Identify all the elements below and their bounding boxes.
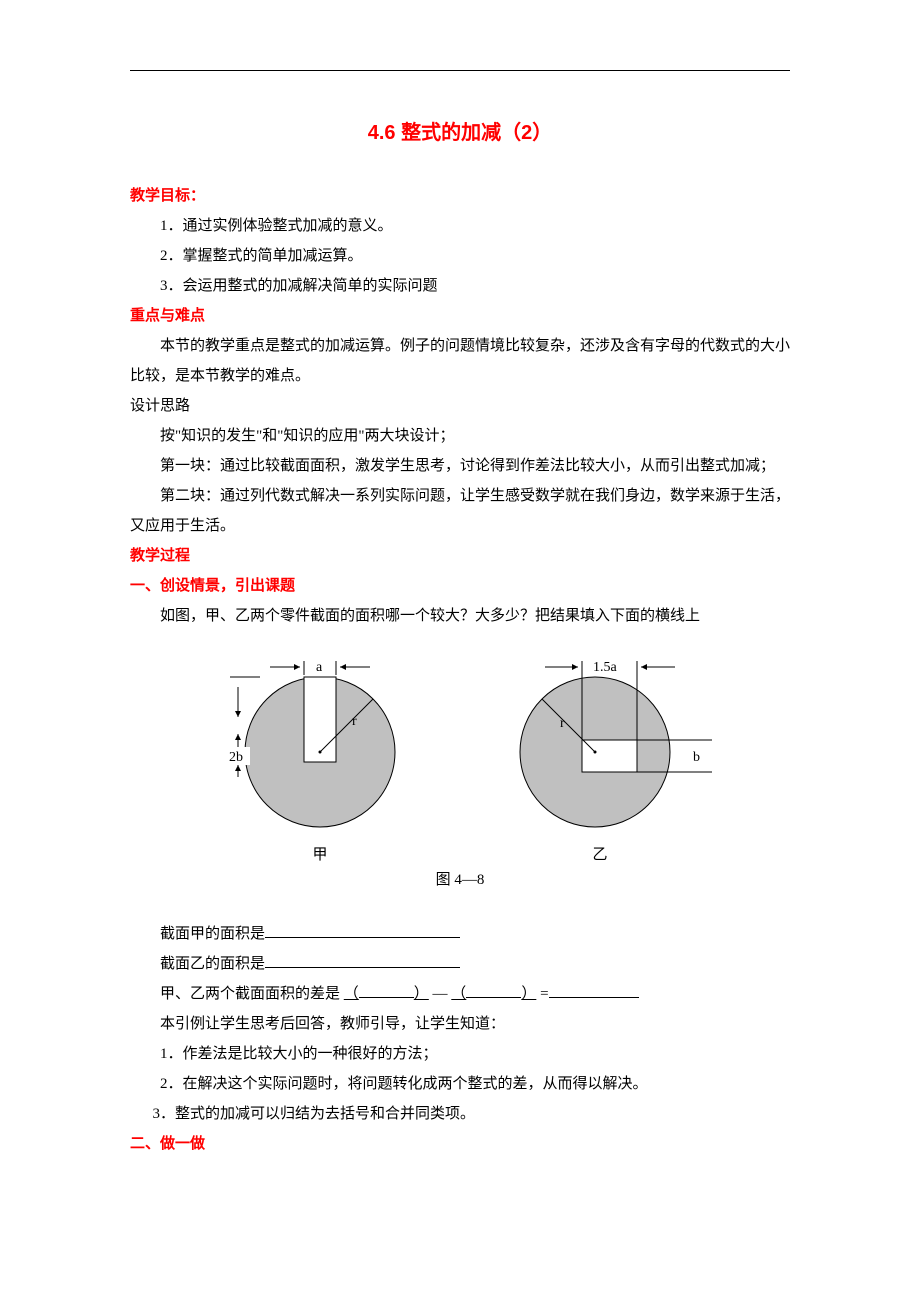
top-rule [130,70,790,71]
blank-result [549,983,639,998]
label-a: a [316,660,323,675]
diagram-yi-svg: r 1.5a b [500,637,720,837]
fill-diff-prefix: 甲、乙两个截面面积的差是 [160,986,344,1002]
heading-objectives: 教学目标： [130,181,790,211]
label-r-right: r [560,716,565,731]
fill-area-jia: 截面甲的面积是 [130,919,790,949]
diagram-container: r a 2b [130,637,790,837]
blank-yi [265,953,460,968]
post-p2: 2．在解决这个实际问题时，将问题转化成两个整式的差，从而得以解决。 [130,1069,790,1099]
caption-jia: 甲 [312,843,327,864]
heading-process: 教学过程 [130,541,790,571]
fill-area-yi-text: 截面乙的面积是 [160,956,265,972]
design-line3: 第二块：通过列代数式解决一系列实际问题，让学生感受数学就在我们身边，数学来源于生… [130,481,790,541]
label-r-left: r [352,714,357,729]
objective-2: 2．掌握整式的简单加减运算。 [130,241,790,271]
diagram-jia-svg: r a 2b [200,637,410,837]
paren-group-1: （） [344,986,429,1002]
label-15a: 1.5a [593,660,618,675]
heading-section2: 二、做一做 [130,1129,790,1159]
objective-3: 3．会运用整式的加减解决简单的实际问题 [130,271,790,301]
design-line2: 第一块：通过比较截面面积，激发学生思考，讨论得到作差法比较大小，从而引出整式加减… [130,451,790,481]
fill-area-yi: 截面乙的面积是 [130,949,790,979]
post-p3: 3．整式的加减可以归结为去括号和合并同类项。 [130,1099,790,1129]
label-b: b [693,750,700,765]
figure-label: 图 4—8 [130,868,790,889]
caption-yi: 乙 [593,843,608,864]
paren-group-2: （） [451,986,536,1002]
objective-1: 1．通过实例体验整式加减的意义。 [130,211,790,241]
page-title: 4.6 整式的加减（2） [130,116,790,145]
equals-sign: = [540,986,548,1002]
blank-jia [265,923,460,938]
post-intro: 本引例让学生思考后回答，教师引导，让学生知道： [130,1009,790,1039]
heading-design: 设计思路 [130,391,790,421]
minus-sign: — [433,986,452,1002]
post-p1: 1．作差法是比较大小的一种很好的方法； [130,1039,790,1069]
fill-area-jia-text: 截面甲的面积是 [160,926,265,942]
keypoints-body: 本节的教学重点是整式的加减运算。例子的问题情境比较复杂，还涉及含有字母的代数式的… [130,331,790,391]
diagram-captions: 甲 乙 [130,843,790,864]
heading-section1: 一、创设情景，引出课题 [130,571,790,601]
heading-keypoints: 重点与难点 [130,301,790,331]
fill-diff: 甲、乙两个截面面积的差是 （） — （） = [130,979,790,1009]
label-2b: 2b [229,750,243,765]
design-line1: 按"知识的发生"和"知识的应用"两大块设计； [130,421,790,451]
diagram-jia: r a 2b [200,637,410,837]
diagram-yi: r 1.5a b [500,637,720,837]
section1-intro: 如图，甲、乙两个零件截面的面积哪一个较大？大多少？把结果填入下面的横线上 [130,601,790,631]
